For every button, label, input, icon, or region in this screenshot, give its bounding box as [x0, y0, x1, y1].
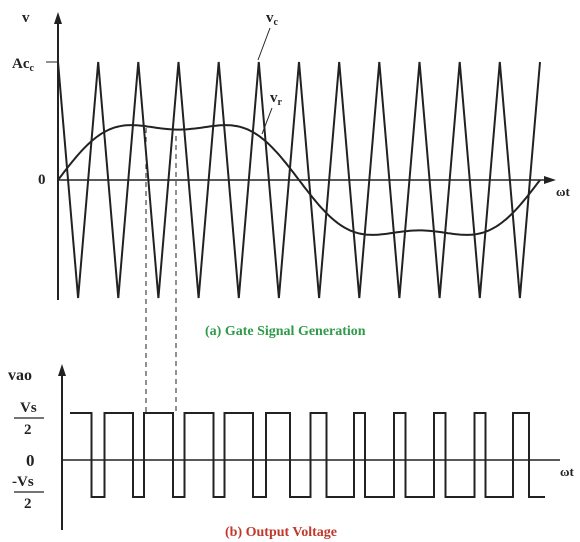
- level-label: Acc: [12, 56, 35, 74]
- x-label: ωt: [560, 464, 575, 479]
- carrier-wave: [57, 61, 541, 299]
- sub: r: [278, 97, 283, 108]
- x-label: ωt: [556, 184, 571, 199]
- low-num: -Vs: [12, 474, 34, 490]
- y-label: v: [22, 10, 30, 26]
- sub: c: [274, 17, 279, 28]
- y-label: vao: [8, 367, 32, 384]
- origin: 0: [26, 451, 35, 470]
- output-wave: [70, 412, 545, 498]
- v: v: [270, 90, 278, 106]
- level: Ac: [12, 56, 30, 72]
- high-den: 2: [24, 422, 32, 438]
- caption: (a) Gate Signal Generation: [205, 324, 366, 339]
- caption: (b) Output Voltage: [225, 525, 337, 540]
- v: v: [266, 10, 274, 26]
- arrow: [54, 12, 62, 24]
- high-num: Vs: [20, 400, 37, 416]
- carrier-label: vc: [266, 10, 279, 28]
- low-den: 2: [24, 496, 32, 512]
- arrow: [58, 364, 66, 376]
- reference-wave: [57, 124, 541, 236]
- sub: c: [30, 63, 35, 74]
- arrow: [544, 176, 556, 184]
- pointer: [257, 27, 271, 61]
- origin: 0: [38, 172, 46, 188]
- reference-label: vr: [270, 90, 283, 108]
